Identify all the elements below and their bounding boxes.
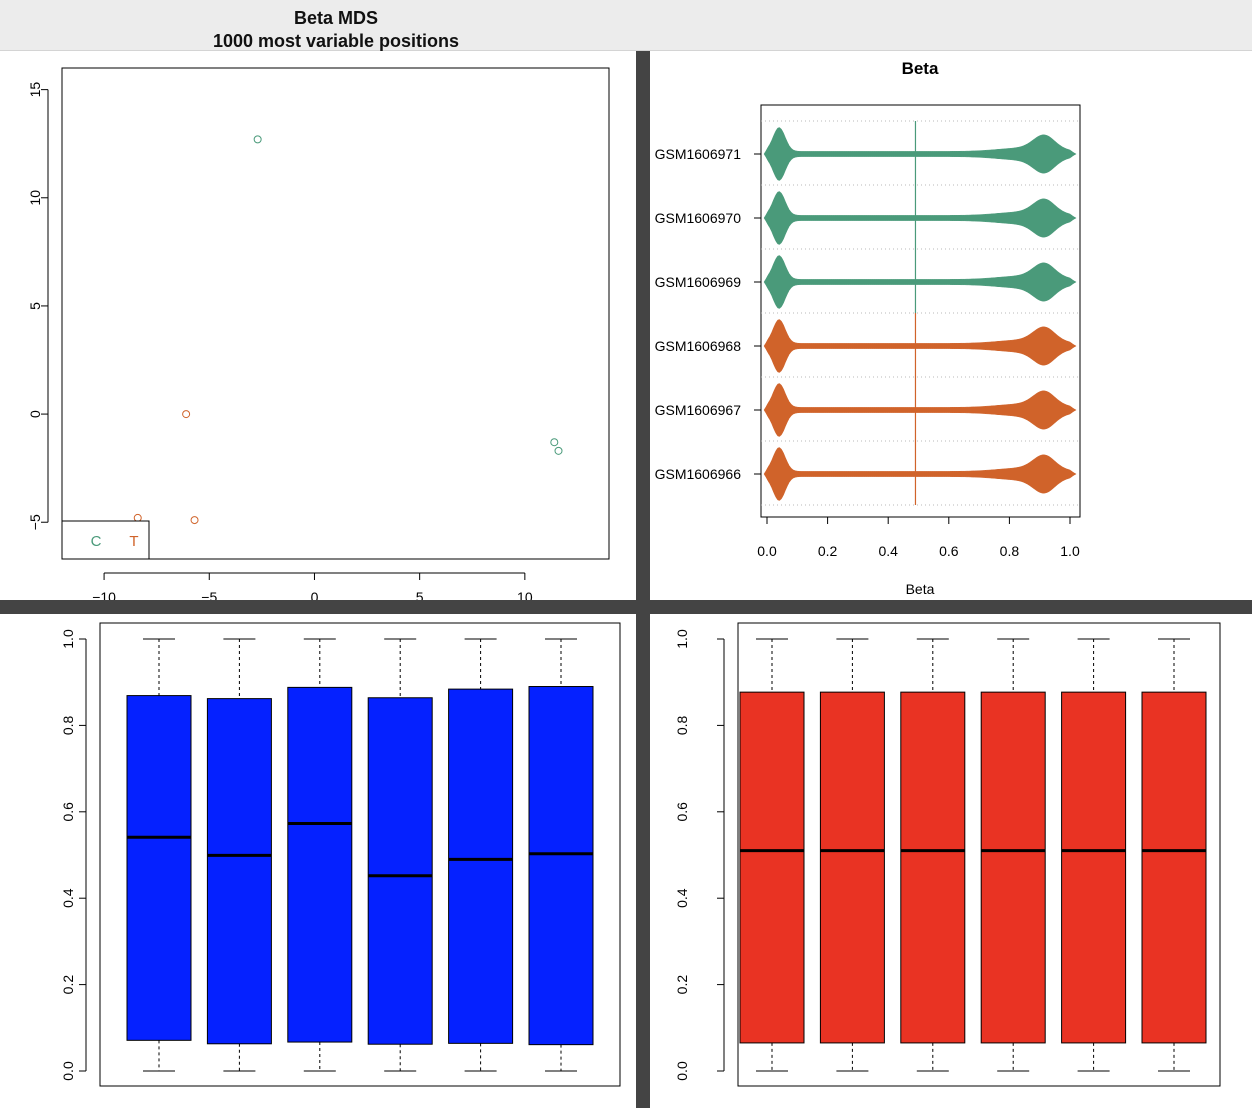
x-tick-label: 1.0 [1060,543,1080,559]
legend-box [61,520,150,560]
y-tick-label: 0.6 [674,802,690,822]
y-tick-label: 0 [27,410,43,418]
box [528,686,594,1046]
box [206,698,272,1045]
box [1141,691,1207,1044]
data-point-C [253,135,262,144]
legend-label-t: T [129,533,138,550]
violin-GSM1606966 [763,447,1077,501]
box [126,695,192,1041]
box [739,691,805,1044]
plot-title: Beta MDS [293,8,378,28]
x-tick-label: 5 [416,589,424,600]
horizontal-divider[interactable] [0,600,1252,614]
vertical-divider[interactable] [636,51,650,1108]
y-tick-label: 1.0 [60,629,76,649]
y-category-label: GSM1606970 [655,210,742,226]
violin-GSM1606968 [763,319,1077,373]
y-tick-label: 15 [27,82,43,98]
y-tick-label: 0.0 [674,1061,690,1081]
raw-beta-boxplot: 0.0 0.2 0.4 0.6 0.8 1.0 [60,622,621,1087]
violin-title: Beta [902,59,939,78]
mds-panel: −10 −5 0 5 10 −5 0 5 10 15 C T [0,51,636,600]
normalized-beta-boxplot: 0.0 0.2 0.4 0.6 0.8 1.0 [674,622,1221,1087]
plot-subtitle: 1000 most variable positions [212,31,460,51]
y-tick-label: 0.2 [674,975,690,995]
x-tick-label: 0.4 [878,543,898,559]
box [1061,691,1127,1044]
x-tick-label: −5 [201,589,217,600]
plot-frame [61,67,610,560]
y-tick-label: 0.4 [674,888,690,908]
x-tick-label: 0.6 [939,543,959,559]
y-tick-label: 0.4 [60,888,76,908]
x-tick-label: −10 [92,589,116,600]
data-point-C [550,438,559,447]
y-category-label: GSM1606967 [655,402,742,418]
x-tick-label: 0 [311,589,319,600]
normalized-boxplot-panel: 0.0 0.2 0.4 0.6 0.8 1.0 [650,614,1252,1108]
violin-GSM1606970 [763,191,1077,245]
beta-violin-plot: Beta GSM1606971 GSM1606970 GSM1606969 GSM160… [655,59,1081,597]
x-axis-label: Beta [906,581,935,597]
box [819,691,885,1044]
window-title-bar: Beta MDS 1000 most variable positions [0,0,1252,51]
y-category-label: GSM1606966 [655,466,742,482]
y-tick-label: 0.8 [60,715,76,735]
y-tick-label: 0.6 [60,802,76,822]
x-tick-label: 0.0 [757,543,777,559]
mds-scatter-plot: −10 −5 0 5 10 −5 0 5 10 15 C T [27,67,610,600]
violin-GSM1606969 [763,255,1077,309]
raw-boxplot-panel: 0.0 0.2 0.4 0.6 0.8 1.0 [0,614,636,1108]
y-category-label: GSM1606968 [655,338,742,354]
legend-label-c: C [91,533,102,550]
y-tick-label: 0.0 [60,1061,76,1081]
x-tick-label: 0.8 [1000,543,1020,559]
data-point-C [554,446,563,455]
box [448,688,514,1044]
y-tick-label: 0.2 [60,975,76,995]
box [287,686,353,1043]
y-tick-label: −5 [27,514,43,530]
y-tick-label: 0.8 [674,715,690,735]
plot-frame [737,622,1221,1087]
x-tick-label: 0.2 [818,543,838,559]
y-category-label: GSM1606969 [655,274,742,290]
violin-GSM1606971 [763,127,1077,181]
box [900,691,966,1044]
violin-panel: Beta GSM1606971 GSM1606970 GSM1606969 GSM160… [650,51,1252,600]
x-tick-label: 10 [517,589,533,600]
data-point-T [133,513,142,522]
y-tick-label: 1.0 [674,629,690,649]
plot-frame [99,622,621,1087]
violin-GSM1606967 [763,383,1077,437]
y-tick-label: 5 [27,302,43,310]
data-point-T [182,410,191,419]
box [980,691,1046,1044]
y-tick-label: 10 [27,190,43,206]
box [367,697,433,1045]
data-point-T [190,516,199,525]
y-category-label: GSM1606971 [655,146,742,162]
